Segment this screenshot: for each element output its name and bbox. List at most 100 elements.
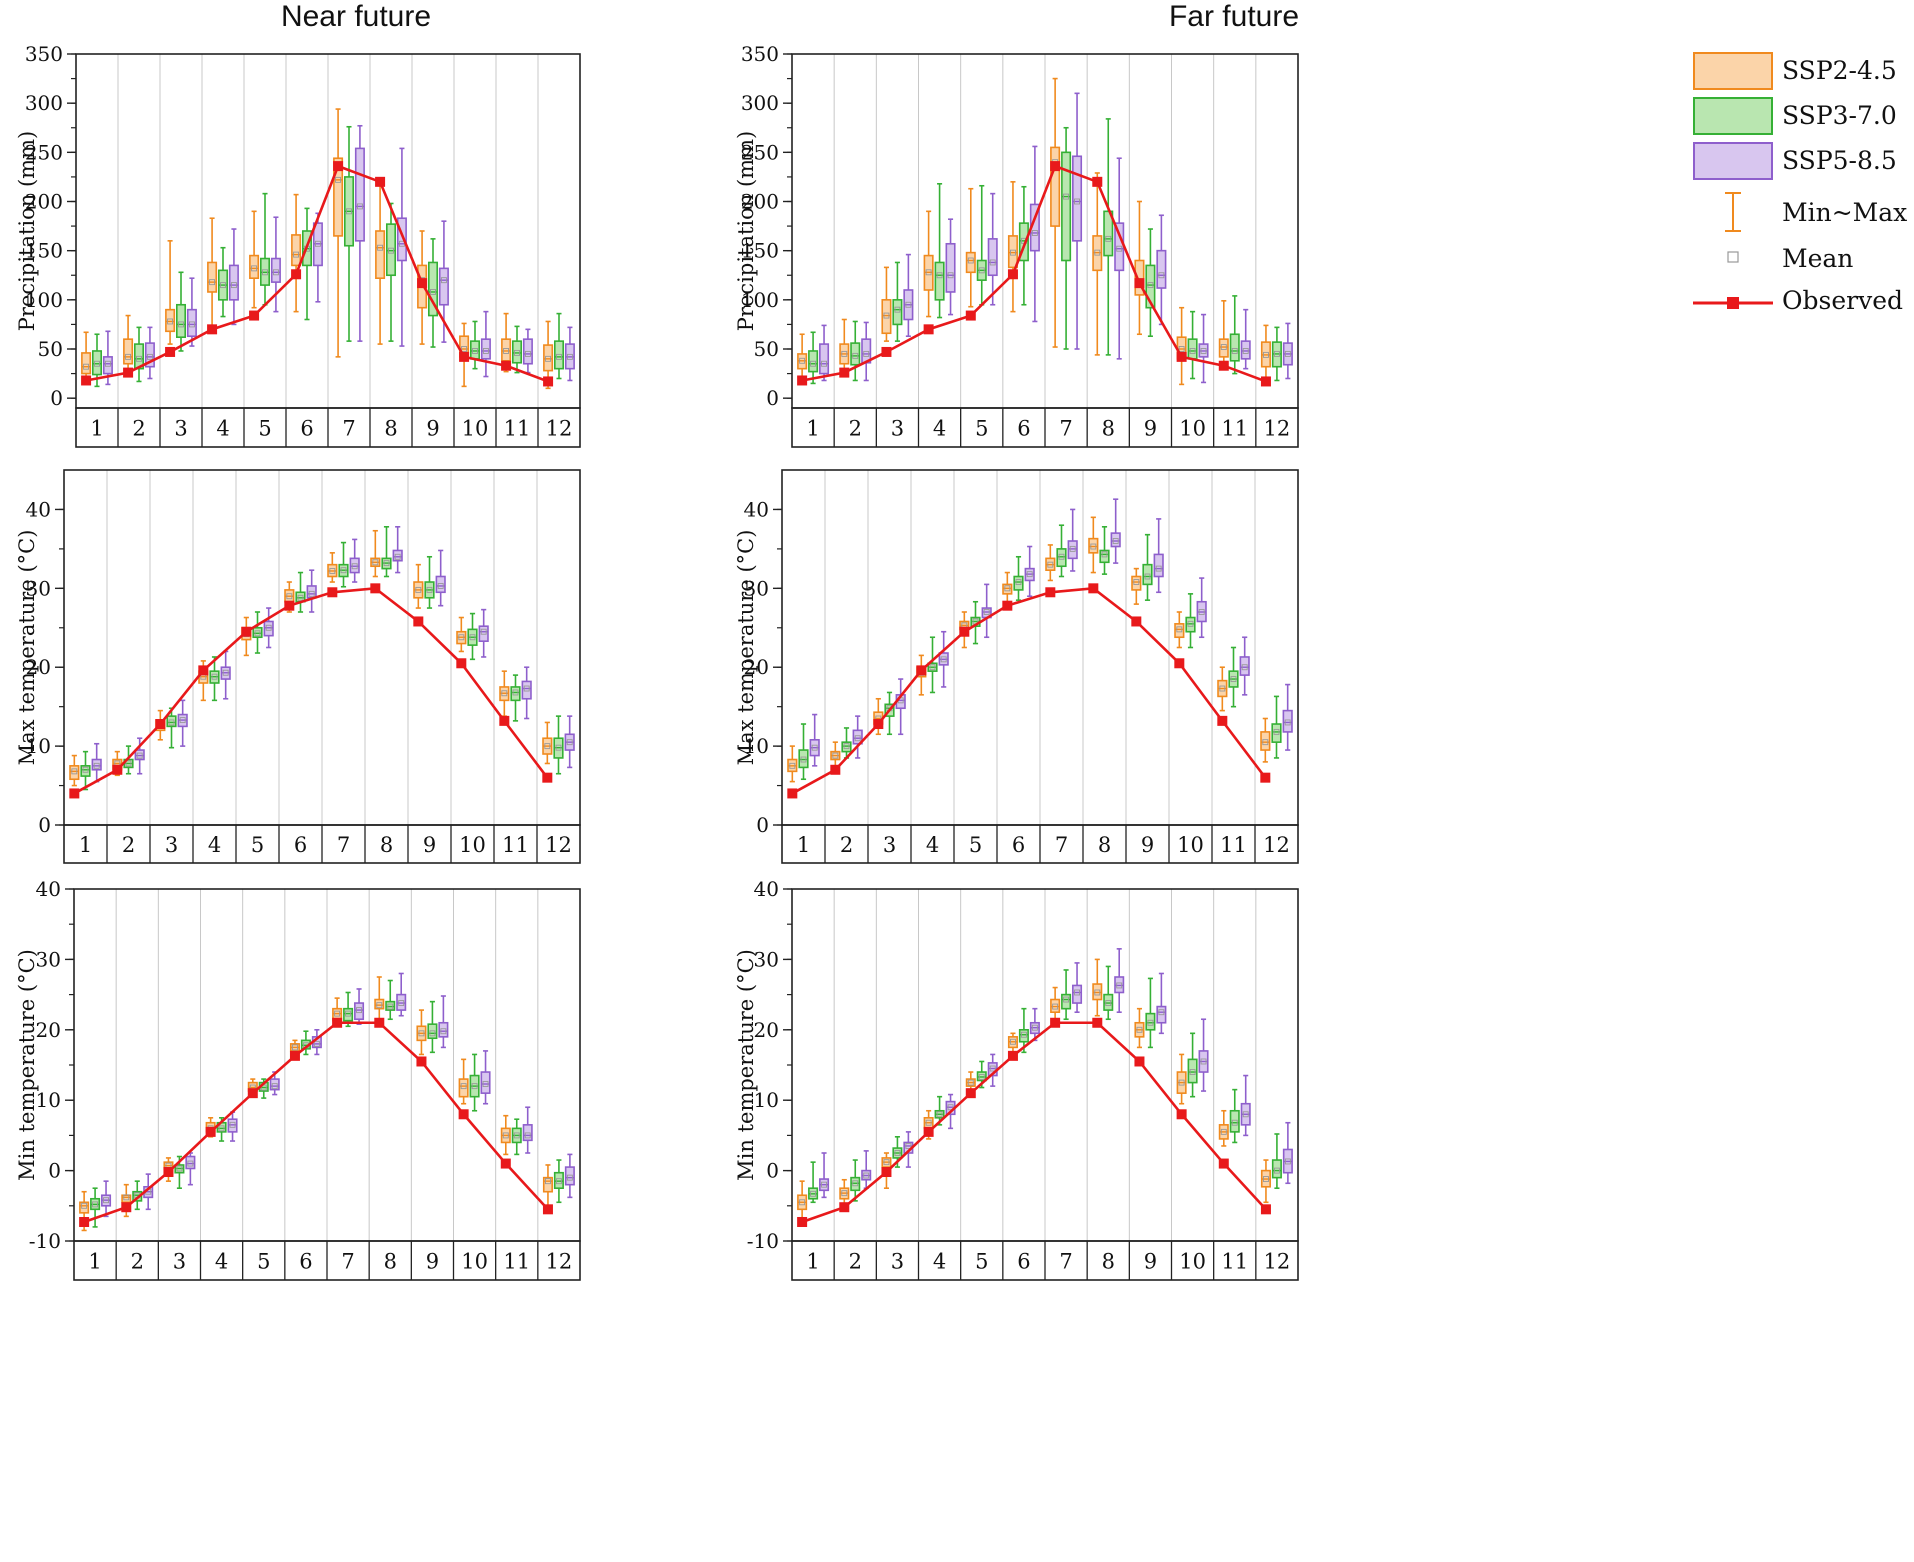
legend: SSP2-4.5 SSP3-7.0 SSP5-8.5 Min~Max Mean … <box>1690 52 1914 432</box>
y-tick-label: 100 <box>741 288 779 312</box>
y-tick-label: 300 <box>741 91 779 115</box>
y-tick-label: 10 <box>744 734 769 758</box>
month-label: 8 <box>384 1250 397 1274</box>
observed-point <box>959 626 970 637</box>
chart-precip_near: 0 50 100 150 200 250 300 350 Precipitation (mm) 1… <box>15 42 581 448</box>
box-SSP2-4.5 <box>333 157 344 237</box>
box-SSP5-8.5 <box>1114 976 1125 994</box>
box-SSP5-8.5 <box>396 993 407 1011</box>
mean-marker <box>1047 561 1054 568</box>
box-SSP2-4.5 <box>1050 998 1061 1014</box>
month-label: 5 <box>258 417 271 441</box>
y-tick-label: 0 <box>756 813 769 837</box>
mean-marker <box>1231 348 1238 354</box>
mean-marker <box>947 272 954 279</box>
mean-marker <box>1200 1058 1207 1065</box>
mean-marker <box>983 609 990 615</box>
mean-marker <box>1242 348 1249 354</box>
mean-marker <box>821 360 827 367</box>
mean-marker <box>905 1143 912 1149</box>
legend-ssp245-swatch <box>1693 52 1773 90</box>
mean-marker <box>471 1083 478 1090</box>
month-label: 5 <box>251 833 264 857</box>
mean-marker <box>1058 553 1065 560</box>
observed-point <box>787 788 798 799</box>
mean-marker <box>1144 573 1151 580</box>
mean-marker <box>480 628 487 635</box>
mean-marker <box>1133 579 1140 585</box>
box-SSP3-7.0 <box>385 223 396 277</box>
month-label: 9 <box>426 1250 439 1274</box>
legend-mean: Mean <box>1690 242 1914 286</box>
mean-marker <box>1284 719 1291 726</box>
mean-marker <box>93 762 100 769</box>
mean-marker <box>265 624 272 631</box>
month-label: 1 <box>797 833 810 857</box>
observed-point <box>247 1088 258 1099</box>
mean-marker <box>1284 350 1291 357</box>
legend-mean-label: Mean <box>1782 244 1854 273</box>
mean-marker <box>335 176 342 183</box>
box-SSP5-8.5 <box>1282 709 1293 733</box>
y-tick-label: 20 <box>754 1018 779 1042</box>
observed-point <box>291 269 302 280</box>
box-SSP3-7.0 <box>385 1000 396 1011</box>
box-SSP2-4.5 <box>1088 537 1099 554</box>
legend-minmax-label: Min~Max <box>1782 198 1908 227</box>
mean-marker <box>440 277 447 284</box>
observed-point <box>543 376 554 387</box>
month-label: 4 <box>216 417 229 441</box>
box-SSP2-4.5 <box>374 998 385 1010</box>
mean-marker <box>545 355 552 362</box>
y-tick-label: 30 <box>754 947 779 971</box>
mean-marker <box>1189 348 1196 354</box>
month-label: 4 <box>933 417 946 441</box>
observed-point <box>1050 161 1061 172</box>
mean-marker <box>523 685 530 692</box>
box-SSP5-8.5 <box>1110 532 1121 548</box>
observed-point <box>965 1088 976 1099</box>
near-future-title: Near future <box>280 0 432 33</box>
mean-marker <box>461 346 468 352</box>
y-tick-label: 250 <box>25 140 63 164</box>
month-label: 3 <box>165 833 178 857</box>
mean-marker <box>512 689 519 696</box>
observed-point <box>458 1109 469 1120</box>
mean-marker <box>286 593 293 600</box>
month-label: 2 <box>122 833 135 857</box>
box-SSP2-4.5 <box>165 308 176 333</box>
observed-point <box>881 1167 892 1178</box>
box-SSP5-8.5 <box>1072 155 1083 242</box>
box-SSP3-7.0 <box>798 749 809 769</box>
mean-marker <box>1158 272 1165 279</box>
observed-point <box>1131 616 1142 627</box>
mean-marker <box>1262 739 1269 746</box>
box-SSP3-7.0 <box>1187 1058 1198 1084</box>
observed-point <box>456 658 467 669</box>
mean-marker <box>1198 609 1205 615</box>
mean-marker <box>297 594 304 601</box>
box-SSP5-8.5 <box>354 1002 365 1021</box>
mean-marker <box>789 762 796 769</box>
box-SSP5-8.5 <box>349 557 360 574</box>
month-label: 9 <box>426 417 439 441</box>
y-tick-label: 20 <box>744 655 769 679</box>
mean-marker <box>1074 989 1080 996</box>
y-axis-label: Min temperature (°C) <box>15 949 39 1181</box>
month-label: 8 <box>1098 833 1111 857</box>
mean-marker <box>799 357 806 364</box>
box-SSP2-4.5 <box>1174 623 1185 639</box>
box-SSP2-4.5 <box>69 765 80 781</box>
mean-marker <box>460 1083 467 1090</box>
mean-marker <box>1052 1003 1059 1010</box>
mean-marker <box>905 301 912 308</box>
mean-marker <box>863 350 870 357</box>
mean-marker <box>1187 620 1194 627</box>
observed-point <box>327 587 338 598</box>
mean-marker <box>71 768 78 775</box>
observed-point <box>1260 376 1271 387</box>
mean-marker <box>501 690 508 697</box>
mean-marker <box>376 1002 383 1009</box>
box-SSP5-8.5 <box>521 680 532 700</box>
